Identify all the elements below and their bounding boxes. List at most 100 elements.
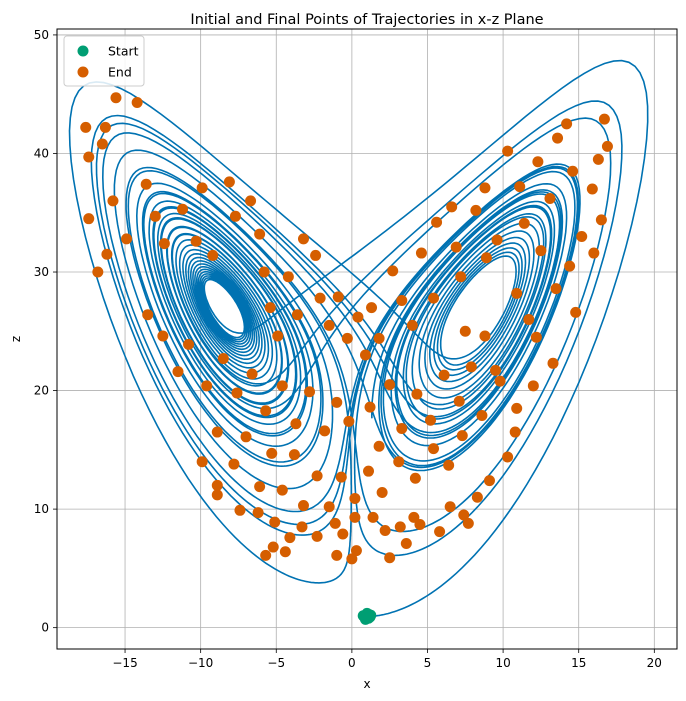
x-tick-label: −15 [112,656,137,670]
x-tick-label: −5 [267,656,285,670]
end-point [149,210,161,222]
end-point [462,517,474,529]
end-point [376,487,388,499]
end-point [177,203,189,215]
end-point [384,552,396,564]
end-point [196,182,208,194]
end-point [131,96,143,108]
end-point [282,271,294,283]
end-point [319,425,331,437]
end-point [352,311,364,323]
y-tick-label: 10 [34,502,49,516]
end-point [80,121,92,133]
end-point [394,521,406,533]
end-point [157,330,169,342]
end-point [140,178,152,190]
end-point [196,456,208,468]
y-tick-label: 0 [41,621,49,635]
end-point [211,489,223,501]
end-point [311,470,323,482]
end-point [400,537,412,549]
end-point [592,153,604,165]
legend-label-start: Start [108,44,139,59]
end-point [367,511,379,523]
end-point [323,501,335,513]
x-tick-label: 0 [348,656,356,670]
end-point [511,287,523,299]
end-point [331,396,343,408]
legend: Start End [63,35,145,87]
end-point [550,283,562,295]
end-point [359,349,371,361]
end-point [331,549,343,561]
end-point [514,181,526,193]
x-tick-label: 15 [571,656,586,670]
end-points [80,92,613,565]
end-point [349,511,361,523]
start-points [357,607,377,625]
end-point [459,325,471,337]
end-point [276,380,288,392]
end-point [561,118,573,130]
end-point [544,193,556,205]
end-point [393,456,405,468]
x-tick-label: 5 [424,656,432,670]
end-point [438,369,450,381]
y-tick-label: 50 [34,28,49,42]
end-point [96,138,108,150]
end-point [434,526,446,538]
end-point [547,357,559,369]
end-point [479,182,491,194]
end-point [207,249,219,261]
end-point [588,247,600,259]
end-point [284,532,296,544]
end-point [411,388,423,400]
end-point [254,228,266,240]
plot-frame [56,28,678,650]
end-point [323,319,335,331]
chart-title: Initial and Final Points of Trajectories… [190,12,543,28]
end-point [260,405,272,417]
end-point [229,210,241,222]
end-point [234,504,246,516]
end-point [414,519,426,531]
end-point [483,475,495,487]
end-point [366,302,378,314]
end-point [494,375,506,387]
end-point [479,330,491,342]
end-point [456,430,468,442]
end-point [576,230,588,242]
end-point [83,151,95,163]
y-tick-label: 40 [34,146,49,160]
end-point [428,292,440,304]
x-axis-label: x [363,677,370,691]
end-point [190,235,202,247]
end-point [290,418,302,430]
end-point [387,265,399,277]
end-point [211,479,223,491]
end-point [453,395,465,407]
end-point [240,431,252,443]
end-point [570,306,582,318]
end-point [172,366,184,378]
end-point [264,302,276,314]
end-point [310,249,322,261]
end-point [491,234,503,246]
plot-area [56,28,678,650]
end-point [425,414,437,426]
end-point [444,501,456,513]
end-point [523,313,535,325]
end-point [260,549,272,561]
end-point [341,332,353,344]
end-point [509,426,521,438]
end-point [297,233,309,245]
end-point [363,465,375,477]
end-point [379,524,391,536]
end-point [107,195,119,207]
end-point [409,472,421,484]
end-point [83,213,95,225]
end-point [396,423,408,435]
end-point [304,386,316,398]
trajectory-line [68,59,649,618]
